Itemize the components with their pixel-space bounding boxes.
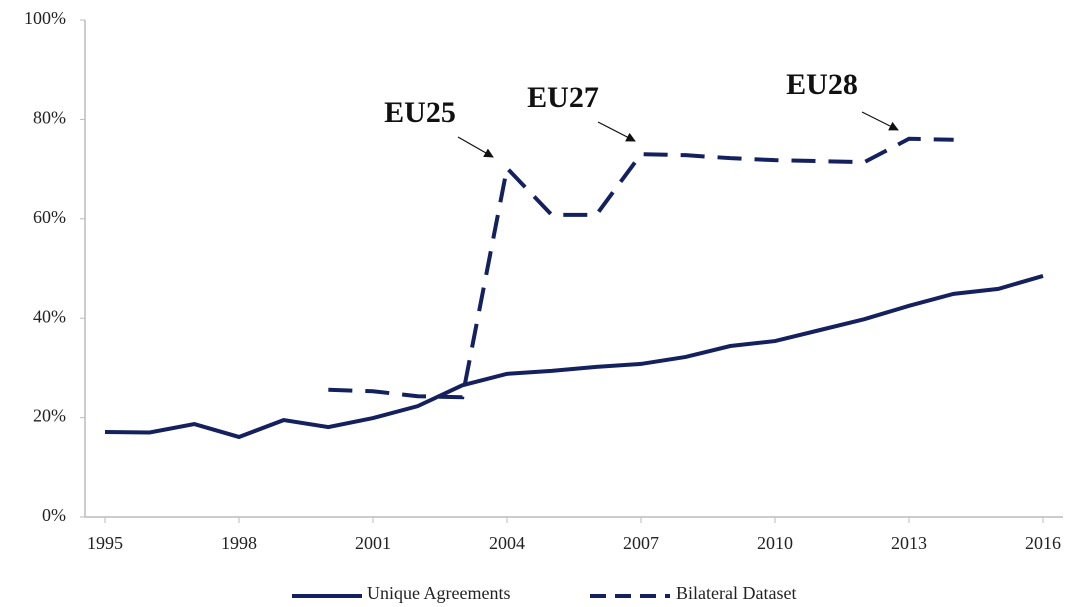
y-tick-label: 100% [24, 8, 66, 28]
annotation: EU25 [384, 96, 456, 129]
x-tick-label: 2013 [891, 533, 927, 553]
legend-label: Unique Agreements [367, 583, 510, 603]
x-tick-label: 2004 [489, 533, 525, 553]
x-tick-label: 2010 [757, 533, 793, 553]
x-tick-label: 2001 [355, 533, 391, 553]
y-tick-label: 60% [33, 207, 66, 227]
legend-label: Bilateral Dataset [676, 583, 796, 603]
annotation-arrow [597, 121, 636, 142]
x-tick-label: 2007 [623, 533, 659, 553]
annotation-arrow [457, 136, 494, 158]
x-tick-label: 1998 [221, 533, 257, 553]
y-tick-label: 80% [33, 108, 66, 128]
x-tick-label: 1995 [87, 533, 123, 553]
series-line [104, 274, 1044, 440]
annotation: EU28 [786, 68, 858, 101]
series-line [328, 136, 954, 400]
y-tick-label: 20% [33, 406, 66, 426]
y-tick-label: 40% [33, 306, 66, 326]
annotation: EU27 [527, 81, 599, 114]
y-tick-label: 0% [42, 505, 66, 525]
x-tick-label: 2016 [1025, 533, 1061, 553]
annotation-arrow [861, 111, 899, 131]
